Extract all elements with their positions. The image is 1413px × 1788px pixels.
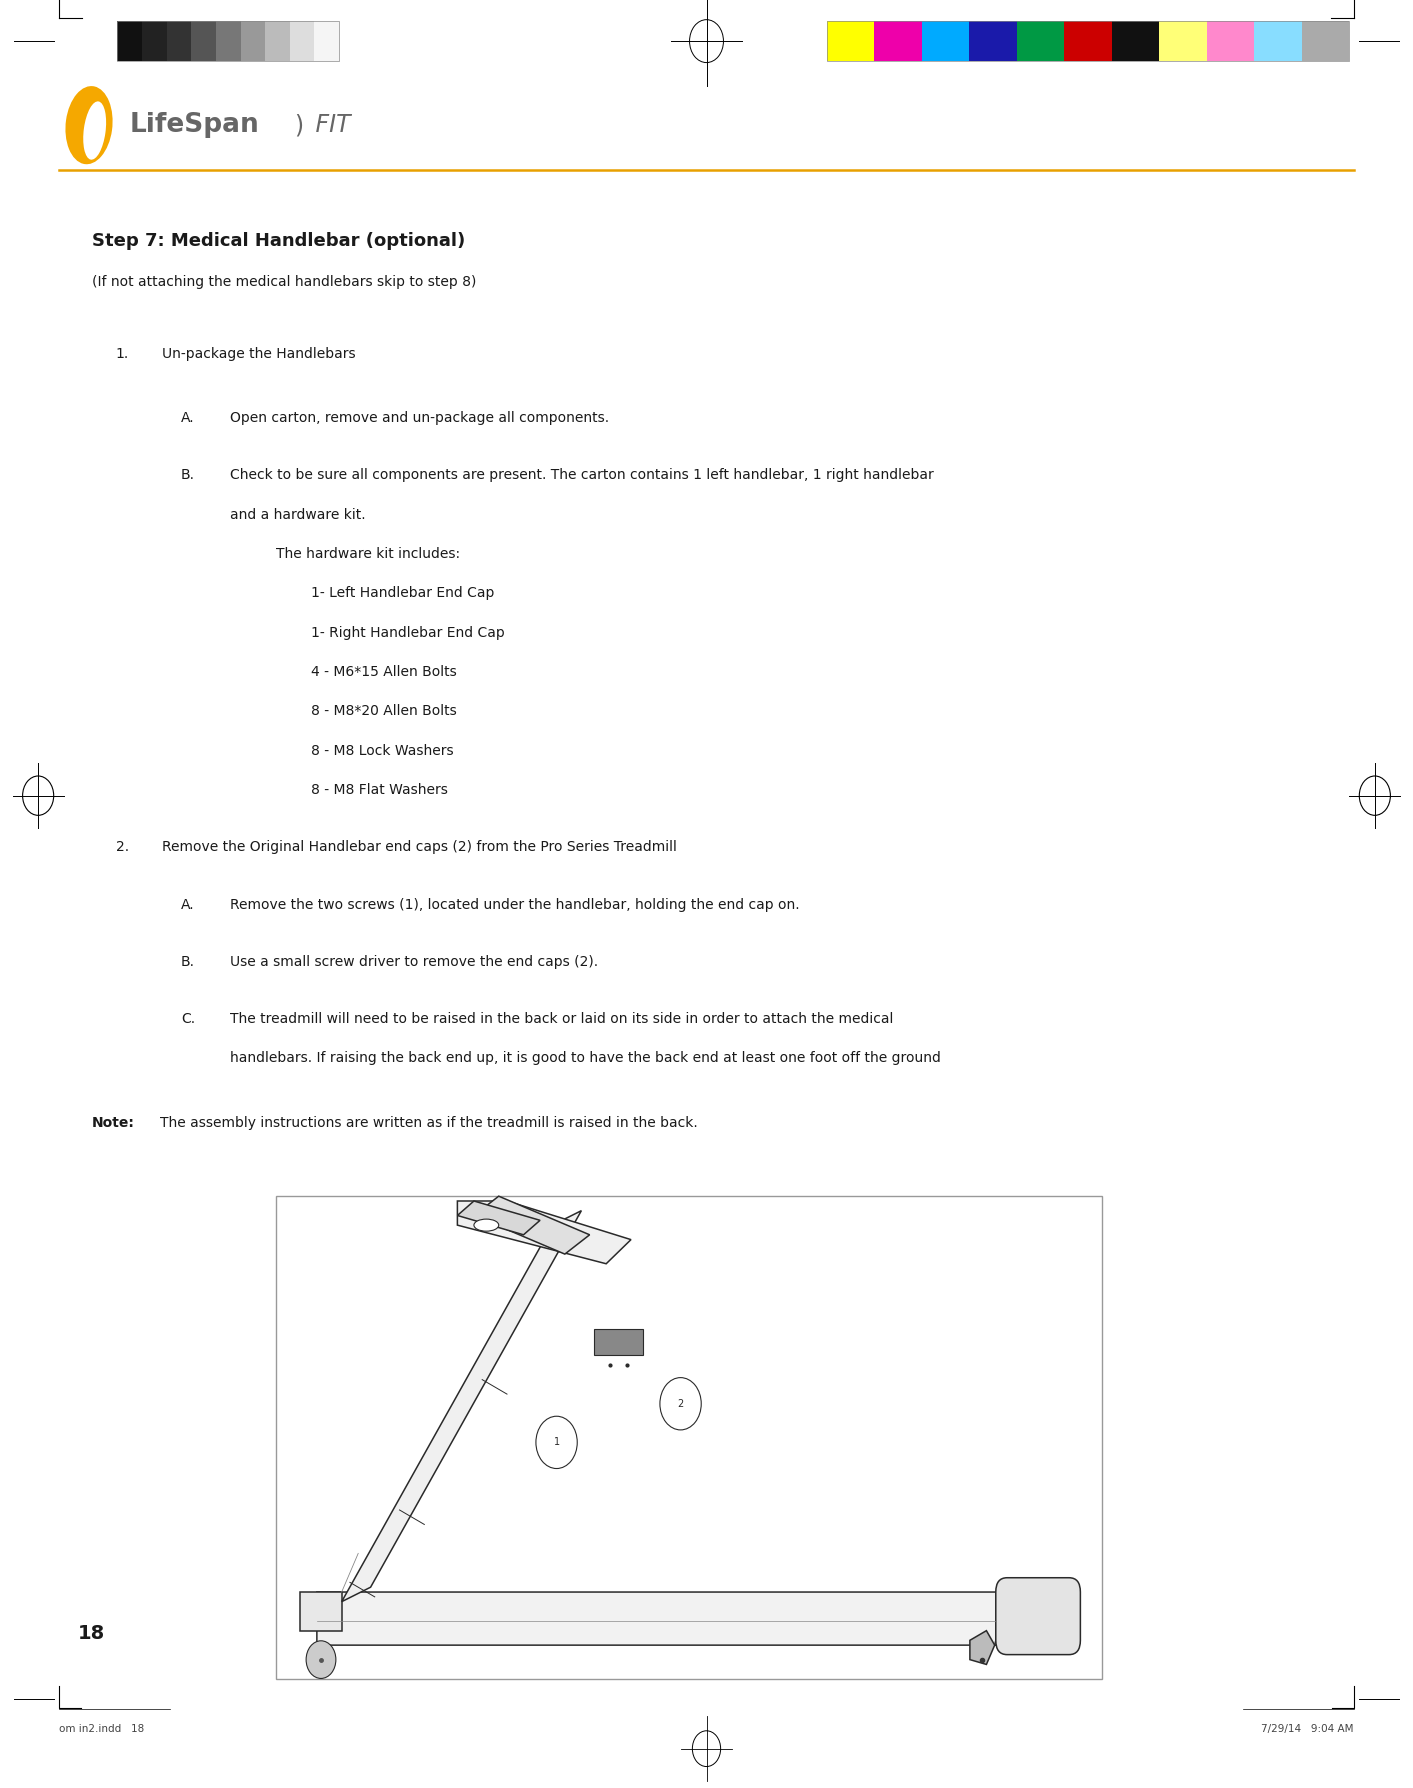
Polygon shape [317, 1591, 1061, 1645]
FancyBboxPatch shape [996, 1577, 1081, 1654]
Text: Open carton, remove and un-package all components.: Open carton, remove and un-package all c… [230, 411, 609, 426]
Text: 2.: 2. [116, 840, 129, 855]
Text: C.: C. [181, 1012, 195, 1026]
Polygon shape [458, 1202, 632, 1264]
Polygon shape [342, 1210, 581, 1602]
Text: 18: 18 [78, 1624, 105, 1643]
Text: 8 - M8 Flat Washers: 8 - M8 Flat Washers [311, 783, 448, 797]
Text: The hardware kit includes:: The hardware kit includes: [276, 547, 459, 561]
Text: B.: B. [181, 468, 195, 483]
Text: 1- Left Handlebar End Cap: 1- Left Handlebar End Cap [311, 586, 495, 601]
Text: Note:: Note: [92, 1116, 134, 1130]
Polygon shape [458, 1202, 540, 1236]
FancyBboxPatch shape [921, 21, 969, 61]
Text: and a hardware kit.: and a hardware kit. [230, 508, 366, 522]
Text: FIT: FIT [308, 113, 350, 138]
Text: om in2.indd   18: om in2.indd 18 [59, 1724, 144, 1734]
FancyBboxPatch shape [827, 21, 875, 61]
Text: 1.: 1. [116, 347, 129, 361]
Ellipse shape [83, 102, 106, 159]
FancyBboxPatch shape [1301, 21, 1349, 61]
FancyBboxPatch shape [266, 21, 290, 61]
Polygon shape [473, 1196, 589, 1253]
Ellipse shape [473, 1219, 499, 1232]
FancyBboxPatch shape [216, 21, 240, 61]
Circle shape [536, 1416, 578, 1468]
Text: The treadmill will need to be raised in the back or laid on its side in order to: The treadmill will need to be raised in … [230, 1012, 893, 1026]
Text: LifeSpan: LifeSpan [130, 113, 260, 138]
Text: A.: A. [181, 411, 195, 426]
FancyBboxPatch shape [1112, 21, 1159, 61]
Circle shape [307, 1641, 336, 1679]
Text: 4 - M6*15 Allen Bolts: 4 - M6*15 Allen Bolts [311, 665, 456, 679]
FancyBboxPatch shape [290, 21, 315, 61]
FancyBboxPatch shape [276, 1196, 1102, 1679]
FancyBboxPatch shape [1017, 21, 1064, 61]
FancyBboxPatch shape [117, 21, 141, 61]
FancyBboxPatch shape [593, 1328, 643, 1355]
Text: 8 - M8 Lock Washers: 8 - M8 Lock Washers [311, 744, 454, 758]
FancyBboxPatch shape [167, 21, 191, 61]
Text: Use a small screw driver to remove the end caps (2).: Use a small screw driver to remove the e… [230, 955, 599, 969]
Text: handlebars. If raising the back end up, it is good to have the back end at least: handlebars. If raising the back end up, … [230, 1051, 941, 1066]
Text: Remove the two screws (1), located under the handlebar, holding the end cap on.: Remove the two screws (1), located under… [230, 898, 800, 912]
FancyBboxPatch shape [315, 21, 339, 61]
Text: Check to be sure all components are present. The carton contains 1 left handleba: Check to be sure all components are pres… [230, 468, 934, 483]
FancyBboxPatch shape [875, 21, 921, 61]
Text: ): ) [294, 113, 302, 138]
Text: 8 - M8*20 Allen Bolts: 8 - M8*20 Allen Bolts [311, 704, 456, 719]
Ellipse shape [65, 86, 113, 164]
Text: A.: A. [181, 898, 195, 912]
Text: 7/29/14   9:04 AM: 7/29/14 9:04 AM [1262, 1724, 1354, 1734]
Text: 2: 2 [677, 1398, 684, 1409]
Polygon shape [995, 1602, 1070, 1645]
Text: Remove the Original Handlebar end caps (2) from the Pro Series Treadmill: Remove the Original Handlebar end caps (… [162, 840, 677, 855]
FancyBboxPatch shape [969, 21, 1017, 61]
FancyBboxPatch shape [1064, 21, 1112, 61]
Text: The assembly instructions are written as if the treadmill is raised in the back.: The assembly instructions are written as… [160, 1116, 698, 1130]
FancyBboxPatch shape [141, 21, 167, 61]
FancyBboxPatch shape [191, 21, 216, 61]
FancyBboxPatch shape [1159, 21, 1207, 61]
Text: 1- Right Handlebar End Cap: 1- Right Handlebar End Cap [311, 626, 504, 640]
Polygon shape [969, 1631, 995, 1665]
Text: 1: 1 [554, 1438, 560, 1446]
Text: Step 7: Medical Handlebar (optional): Step 7: Medical Handlebar (optional) [92, 232, 465, 250]
Text: (If not attaching the medical handlebars skip to step 8): (If not attaching the medical handlebars… [92, 275, 476, 290]
Text: B.: B. [181, 955, 195, 969]
FancyBboxPatch shape [1207, 21, 1255, 61]
Text: Un-package the Handlebars: Un-package the Handlebars [162, 347, 356, 361]
FancyBboxPatch shape [240, 21, 266, 61]
Polygon shape [301, 1591, 342, 1631]
Circle shape [660, 1377, 701, 1430]
FancyBboxPatch shape [1255, 21, 1301, 61]
